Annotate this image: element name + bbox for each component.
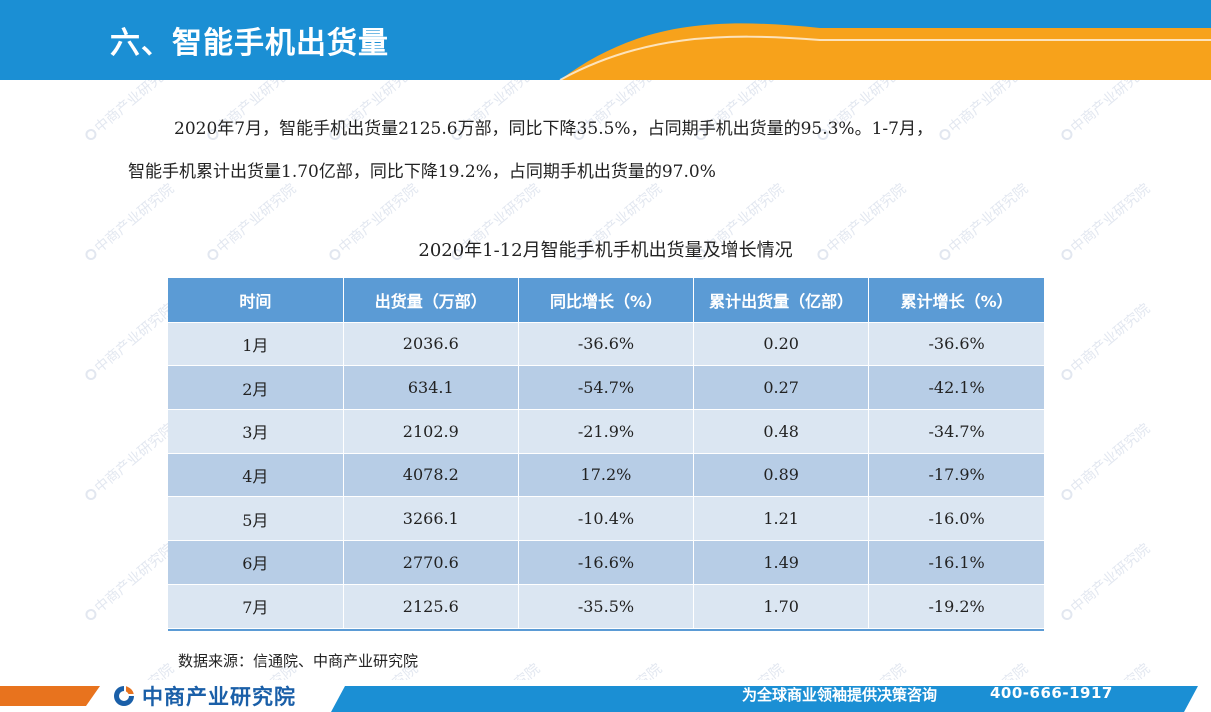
table-cell: 0.20	[693, 321, 870, 366]
watermark-logo-icon	[83, 126, 99, 143]
watermark-logo-icon	[1059, 606, 1075, 623]
table-cell: 17.2%	[518, 452, 695, 497]
table-row: 3月 2102.9 -21.9% 0.48 -34.7%	[168, 408, 1044, 454]
table-cell: 0.27	[693, 365, 870, 410]
table-cell: -16.1%	[868, 539, 1044, 585]
table-cell: -17.9%	[868, 452, 1044, 497]
table-cell: 0.48	[693, 408, 870, 454]
watermark-logo-icon	[83, 366, 99, 383]
data-source-note: 数据来源：信通院、中商产业研究院	[178, 652, 419, 670]
watermark-text: 中商产业研究院	[812, 659, 910, 680]
logo-text: 中商产业研究院	[142, 685, 296, 709]
table-cell: -21.9%	[518, 408, 695, 454]
header-banner: 六、智能手机出货量	[0, 0, 1211, 80]
header-background	[0, 0, 1211, 80]
table-cell: 6月	[168, 539, 344, 585]
watermark-text: 中商产业研究院	[934, 659, 1032, 680]
watermark-text: 中商产业研究院	[80, 299, 178, 386]
footer-background	[0, 686, 1198, 712]
table-header-row: 时间 出货量（万部） 同比增长（%） 累计出货量（亿部） 累计增长（%）	[168, 278, 1044, 322]
table-cell: -54.7%	[518, 365, 695, 410]
footer-slogan: 为全球商业领袖提供决策咨询	[742, 686, 938, 704]
watermark-text: 中商产业研究院	[690, 659, 788, 680]
watermark-text: 中商产业研究院	[1056, 539, 1154, 626]
table-title: 2020年1-12月智能手机手机出货量及增长情况	[418, 240, 793, 261]
table-cell: 3266.1	[343, 496, 519, 541]
watermark-text: 中商产业研究院	[1056, 659, 1154, 680]
table-row: 5月 3266.1 -10.4% 1.21 -16.0%	[168, 496, 1044, 541]
table-cell: 1.70	[693, 583, 870, 628]
footer-phone: 400-666-1917	[990, 684, 1113, 702]
column-header-yoy-growth: 同比增长（%）	[518, 278, 695, 322]
table-cell: 1.21	[693, 496, 870, 541]
column-header-time: 时间	[168, 278, 344, 322]
table-cell: 1.49	[693, 539, 870, 585]
table-cell: 4月	[168, 452, 344, 497]
watermark-text: 中商产业研究院	[80, 419, 178, 506]
watermark-text: 中商产业研究院	[568, 659, 666, 680]
watermark-text: 中商产业研究院	[80, 659, 178, 680]
table-cell: 1月	[168, 321, 344, 366]
watermark-logo-icon	[1059, 366, 1075, 383]
table-cell: 5月	[168, 496, 344, 541]
summary-line-2: 智能手机累计出货量1.70亿部，同比下降19.2%，占同期手机出货量的97.0%	[128, 162, 716, 182]
table-cell: 0.89	[693, 452, 870, 497]
table-cell: 2036.6	[343, 321, 519, 366]
table-row: 6月 2770.6 -16.6% 1.49 -16.1%	[168, 539, 1044, 585]
table-row: 1月 2036.6 -36.6% 0.20 -36.6%	[168, 321, 1044, 366]
table-cell: 4078.2	[343, 452, 519, 497]
watermark-logo-icon	[1059, 486, 1075, 503]
table-cell: 2月	[168, 365, 344, 410]
watermark-text: 中商产业研究院	[1056, 419, 1154, 506]
table-cell: -35.5%	[518, 583, 695, 628]
column-header-shipments: 出货量（万部）	[343, 278, 519, 322]
watermark-text: 中商产业研究院	[446, 659, 544, 680]
table-row: 4月 4078.2 17.2% 0.89 -17.9%	[168, 452, 1044, 497]
table-row: 2月 634.1 -54.7% 0.27 -42.1%	[168, 365, 1044, 410]
watermark-logo-icon	[83, 606, 99, 623]
table-bottom-rule	[168, 629, 1044, 631]
table-cell: 2102.9	[343, 408, 519, 454]
shipment-table: 时间 出货量（万部） 同比增长（%） 累计出货量（亿部） 累计增长（%） 1月 …	[168, 278, 1044, 628]
watermark-text: 中商产业研究院	[1056, 299, 1154, 386]
watermark-logo-icon	[83, 486, 99, 503]
table-cell: 3月	[168, 408, 344, 454]
table-cell: 7月	[168, 583, 344, 628]
table-cell: 2770.6	[343, 539, 519, 585]
table-cell: -19.2%	[868, 583, 1044, 628]
column-header-cumulative-shipments: 累计出货量（亿部）	[693, 278, 870, 322]
table-cell: -36.6%	[868, 321, 1044, 366]
summary-paragraph: 2020年7月，智能手机出货量2125.6万部，同比下降35.5%，占同期手机出…	[128, 108, 1088, 194]
footer-bar	[0, 680, 1211, 712]
table-cell: -42.1%	[868, 365, 1044, 410]
company-logo-icon	[114, 686, 134, 706]
table-cell: -16.0%	[868, 496, 1044, 541]
table-cell: 634.1	[343, 365, 519, 410]
summary-line-1: 2020年7月，智能手机出货量2125.6万部，同比下降35.5%，占同期手机出…	[174, 119, 933, 139]
table-cell: -10.4%	[518, 496, 695, 541]
table-cell: 2125.6	[343, 583, 519, 628]
page-title: 六、智能手机出货量	[110, 26, 389, 61]
table-cell: -16.6%	[518, 539, 695, 585]
table-row: 7月 2125.6 -35.5% 1.70 -19.2%	[168, 583, 1044, 628]
watermark-text: 中商产业研究院	[80, 539, 178, 626]
table-cell: -34.7%	[868, 408, 1044, 454]
table-cell: -36.6%	[518, 321, 695, 366]
footer-logo: 中商产业研究院	[112, 683, 296, 709]
column-header-cumulative-growth: 累计增长（%）	[868, 278, 1044, 322]
